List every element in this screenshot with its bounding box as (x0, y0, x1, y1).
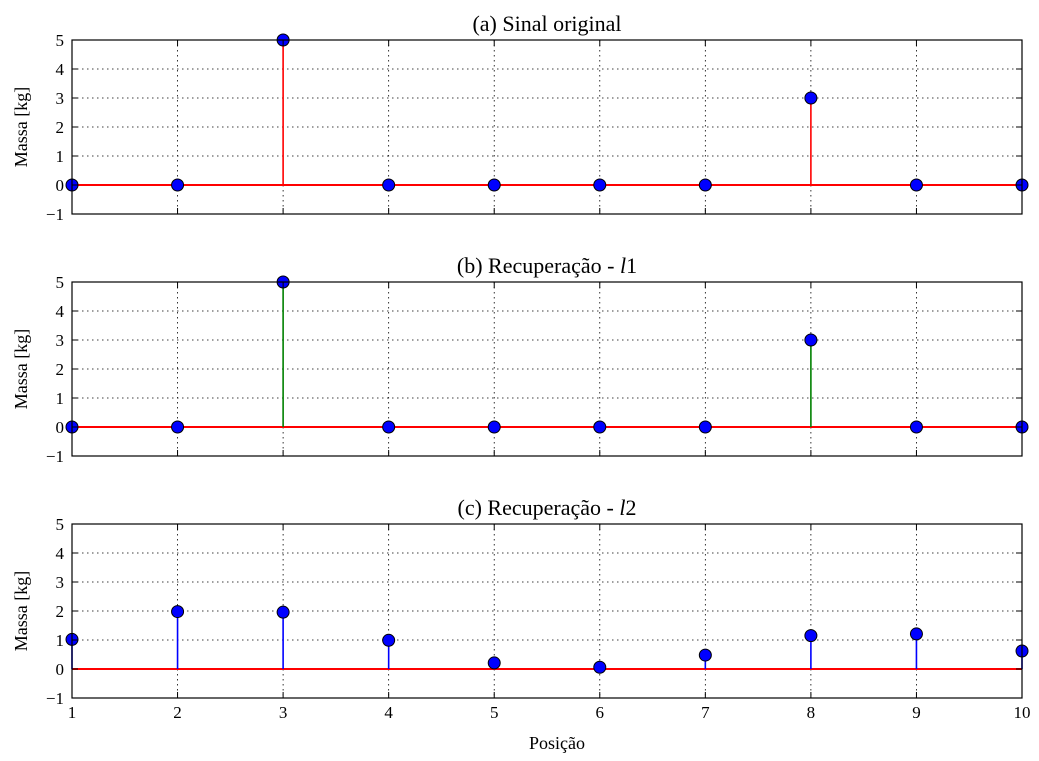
chart-title: (b) Recuperação - l1 (457, 253, 637, 278)
x-tick-label: 5 (490, 703, 499, 722)
stem-marker (909, 178, 923, 192)
stem-marker (487, 420, 501, 434)
stem-marker (909, 627, 923, 641)
stem-marker (698, 648, 712, 662)
y-tick-label: 3 (56, 573, 65, 592)
y-tick-label: 3 (56, 89, 65, 108)
chart-panel-1: −1 0 1 2 3 4 5 (a) Sinal original Massa [kg] (11, 11, 1029, 224)
x-tick-label: 10 (1014, 703, 1031, 722)
stem-marker (171, 420, 185, 434)
stem-marker (804, 629, 818, 643)
chart-title: (c) Recuperação - l2 (458, 495, 637, 520)
stem-marker (171, 605, 185, 619)
y-tick-label: −1 (46, 447, 64, 466)
y-tick-label: −1 (46, 205, 64, 224)
stem-marker (593, 660, 607, 674)
stem-marker (698, 420, 712, 434)
x-tick-label: 8 (807, 703, 816, 722)
y-axis-label: Massa [kg] (11, 87, 31, 167)
y-tick-label: 3 (56, 331, 65, 350)
x-tick-label: 6 (596, 703, 605, 722)
stem-marker (804, 333, 818, 347)
stem-marker (487, 178, 501, 192)
stem-marker (804, 91, 818, 105)
y-axis-label: Massa [kg] (11, 329, 31, 409)
stem-marker (593, 420, 607, 434)
y-tick-label: 1 (56, 631, 65, 650)
chart-panel-3: −1 0 1 2 3 4 5 1 2 3 4 5 6 7 8 9 10 (c) Recuperação - l2 M… (11, 495, 1031, 753)
chart-panel-2: −1 0 1 2 3 4 5 (b) Recuperação - l1 Massa [kg] (11, 253, 1029, 466)
stem-marker (382, 633, 396, 647)
stem-marker (593, 178, 607, 192)
y-tick-label: 0 (56, 176, 65, 195)
x-tick-label: 2 (173, 703, 182, 722)
x-tick-label: 3 (279, 703, 288, 722)
y-tick-label: 0 (56, 418, 65, 437)
stem-marker (909, 420, 923, 434)
y-tick-label: 1 (56, 389, 65, 408)
y-tick-label: 1 (56, 147, 65, 166)
y-tick-label: −1 (46, 689, 64, 708)
stem-marker (171, 178, 185, 192)
stem-marker (698, 178, 712, 192)
stem-marker (382, 420, 396, 434)
y-tick-label: 4 (56, 544, 65, 563)
y-tick-label: 2 (56, 602, 65, 621)
y-tick-label: 2 (56, 360, 65, 379)
y-tick-label: 4 (56, 302, 65, 321)
y-tick-label: 5 (56, 515, 65, 534)
y-tick-label: 5 (56, 273, 65, 292)
stem-marker (487, 656, 501, 670)
x-tick-label: 7 (701, 703, 710, 722)
x-tick-label: 1 (68, 703, 77, 722)
x-tick-label: 9 (912, 703, 921, 722)
x-tick-label: 4 (384, 703, 393, 722)
chart-title: (a) Sinal original (472, 11, 621, 36)
stem-marker (382, 178, 396, 192)
y-axis-label: Massa [kg] (11, 571, 31, 651)
y-tick-label: 0 (56, 660, 65, 679)
stem-marker (276, 605, 290, 619)
y-tick-label: 5 (56, 31, 65, 50)
x-axis-label: Posição (529, 733, 585, 753)
y-tick-label: 4 (56, 60, 65, 79)
y-tick-label: 2 (56, 118, 65, 137)
